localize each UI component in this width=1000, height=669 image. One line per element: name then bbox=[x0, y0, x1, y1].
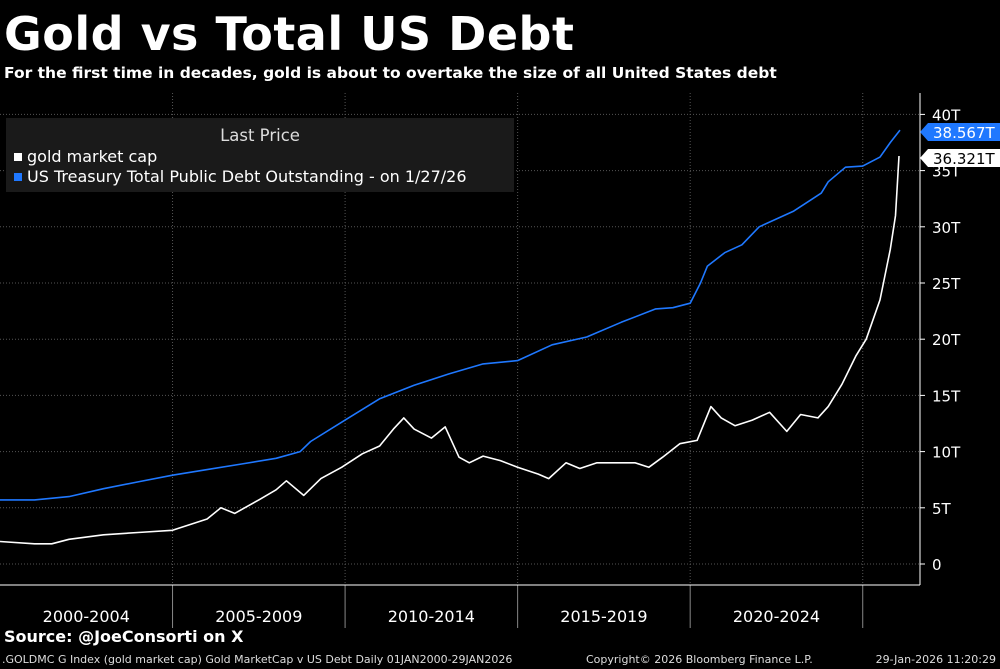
x-period-label: 2010-2014 bbox=[388, 607, 475, 626]
legend-swatch-debt bbox=[14, 173, 22, 181]
y-tick-label: 25T bbox=[932, 275, 961, 293]
footer-timestamp: 29-Jan-2026 11:20:29 bbox=[875, 653, 996, 666]
y-tick-label: 30T bbox=[932, 219, 961, 237]
last-value-label-gold: 36.321T bbox=[933, 150, 995, 168]
legend-title: Last Price bbox=[220, 126, 300, 145]
series-line-gold bbox=[0, 155, 900, 545]
legend-label-gold: gold market cap bbox=[27, 147, 158, 166]
x-period-label: 2000-2004 bbox=[43, 607, 130, 626]
x-period-label: 2015-2019 bbox=[560, 607, 647, 626]
y-tick-label: 40T bbox=[932, 106, 961, 124]
legend-item-gold: gold market cap bbox=[14, 147, 157, 166]
x-period-label: 2005-2009 bbox=[215, 607, 302, 626]
y-tick-label: 20T bbox=[932, 331, 961, 349]
series-line-debt bbox=[0, 129, 901, 501]
legend-item-debt: US Treasury Total Public Debt Outstandin… bbox=[14, 167, 467, 186]
legend-swatch-gold bbox=[14, 153, 22, 161]
last-value-tag-debt bbox=[920, 123, 1000, 141]
footer-ticker-info: .GOLDMC G Index (gold market cap) Gold M… bbox=[2, 653, 513, 666]
chart-title: Gold vs Total US Debt bbox=[4, 7, 575, 61]
y-tick-label: 5T bbox=[932, 500, 952, 518]
y-tick-label: 15T bbox=[932, 387, 961, 405]
y-tick-label: 10T bbox=[932, 444, 961, 462]
source-note: Source: @JoeConsorti on X bbox=[4, 627, 244, 646]
last-value-label-debt: 38.567T bbox=[933, 124, 995, 142]
footer-copyright: Copyright© 2026 Bloomberg Finance L.P. bbox=[586, 653, 813, 666]
legend-label-debt: US Treasury Total Public Debt Outstandin… bbox=[27, 167, 467, 186]
y-tick-label: 35T bbox=[932, 163, 961, 181]
chart-subtitle: For the first time in decades, gold is a… bbox=[4, 64, 777, 82]
y-tick-label: 0 bbox=[932, 556, 942, 574]
legend: Last Price gold market cap US Treasury T… bbox=[6, 118, 514, 192]
x-period-label: 2020-2024 bbox=[733, 607, 820, 626]
last-value-tag-gold bbox=[920, 149, 1000, 167]
